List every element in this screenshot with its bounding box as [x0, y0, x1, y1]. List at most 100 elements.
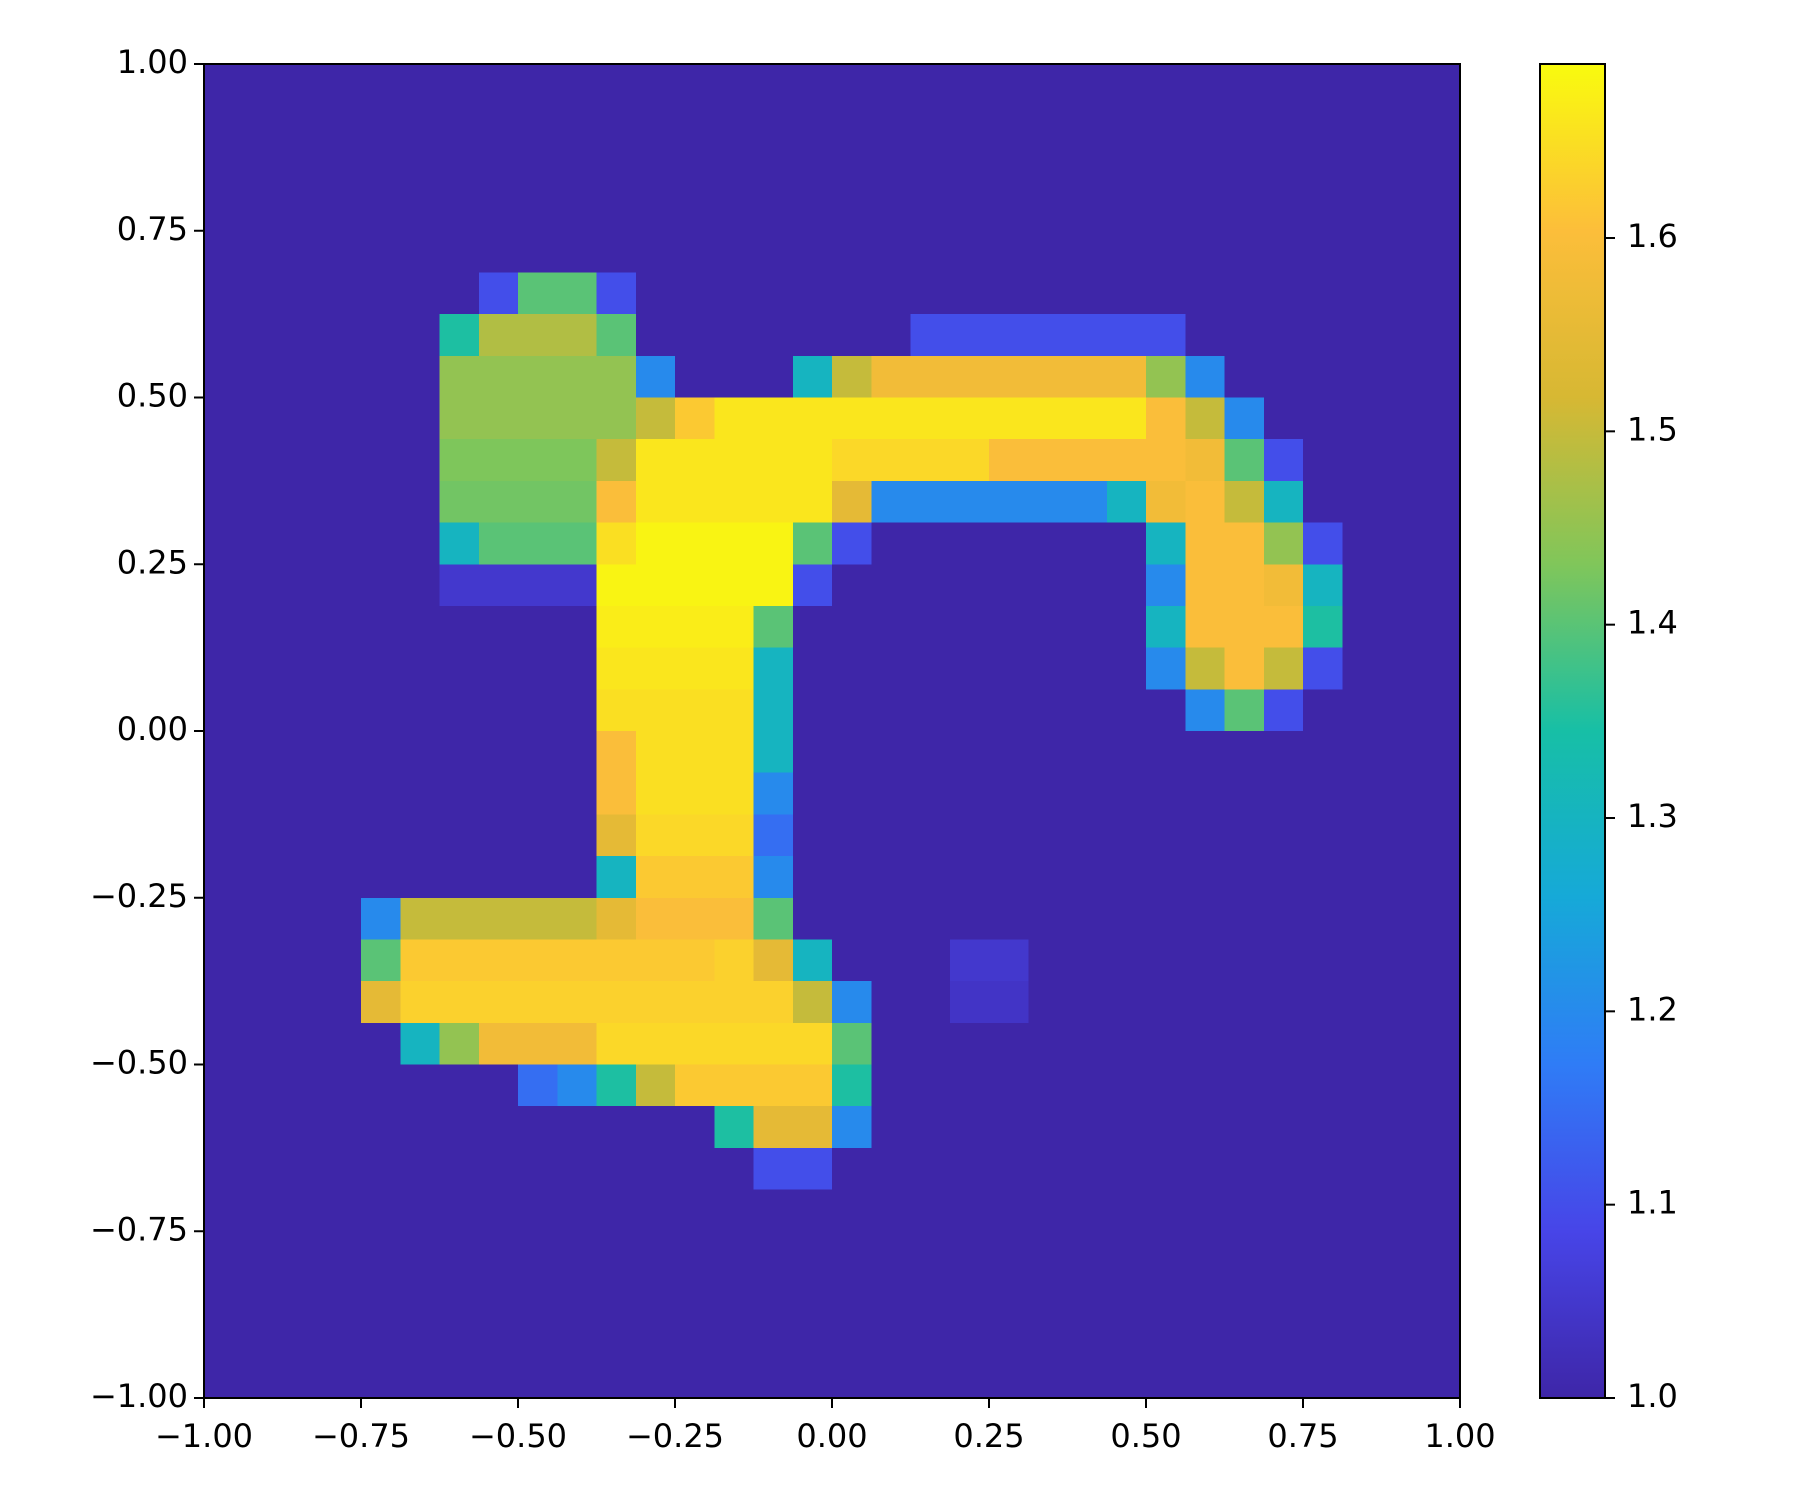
heatmap-cell — [1106, 1064, 1147, 1107]
heatmap-cell — [910, 355, 951, 399]
heatmap-cell — [753, 147, 794, 190]
heatmap-cell — [1263, 1314, 1304, 1357]
heatmap-cell — [596, 314, 637, 357]
heatmap-cell — [714, 564, 755, 607]
x-tick-label: 0.50 — [1110, 1417, 1181, 1455]
heatmap-cell — [361, 147, 401, 190]
heatmap-cell — [478, 1314, 519, 1357]
heatmap-cell — [1263, 64, 1304, 107]
heatmap-cell — [400, 1314, 441, 1357]
heatmap-cell — [989, 689, 1029, 732]
heatmap-cell — [1106, 480, 1147, 524]
heatmap-cell — [1342, 981, 1383, 1024]
heatmap-cell — [478, 1356, 519, 1399]
heatmap-cell — [204, 1147, 244, 1191]
heatmap-cell — [1342, 522, 1383, 565]
heatmap-cell — [1146, 856, 1186, 899]
heatmap-cell — [1381, 772, 1422, 815]
heatmap-cell — [321, 189, 362, 232]
heatmap-cell — [204, 189, 244, 232]
heatmap-cell — [871, 480, 912, 524]
heatmap-cell — [1342, 814, 1383, 857]
heatmap-cell — [871, 355, 912, 399]
heatmap-cell — [832, 772, 872, 815]
heatmap-cell — [439, 480, 480, 524]
heatmap-cell — [675, 189, 715, 232]
heatmap-cell — [910, 64, 951, 107]
heatmap-cell — [518, 105, 558, 148]
heatmap-cell — [361, 605, 401, 649]
heatmap-cell — [871, 1064, 912, 1107]
heatmap-cell — [871, 105, 912, 148]
heatmap-cell — [1224, 230, 1265, 274]
heatmap-cell — [518, 314, 558, 357]
heatmap-cell — [478, 731, 519, 774]
heatmap-cell — [832, 439, 872, 482]
heatmap-cell — [1146, 1231, 1186, 1274]
heatmap-cell — [1263, 856, 1304, 899]
heatmap-cell — [1106, 1022, 1147, 1066]
heatmap-cell — [1067, 355, 1108, 399]
heatmap-cell — [557, 1147, 598, 1191]
heatmap-cell — [832, 1064, 872, 1107]
heatmap-cell — [714, 939, 755, 982]
heatmap-cell — [1342, 314, 1383, 357]
heatmap-cell — [635, 147, 676, 190]
heatmap-cell — [557, 355, 598, 399]
heatmap-cell — [792, 856, 833, 899]
colorbar-tick-label: 1.6 — [1627, 217, 1678, 255]
heatmap-cell — [1342, 731, 1383, 774]
heatmap-cell — [439, 147, 480, 190]
heatmap-cell — [400, 1356, 441, 1399]
heatmap-cell — [1028, 272, 1069, 315]
heatmap-cell — [1224, 105, 1265, 148]
heatmap-cell — [557, 1064, 598, 1107]
heatmap-cell — [1067, 647, 1108, 690]
heatmap-cell — [1263, 564, 1304, 607]
heatmap-cell — [871, 856, 912, 899]
heatmap-cell — [675, 856, 715, 899]
heatmap-cell — [1146, 731, 1186, 774]
heatmap-cell — [361, 272, 401, 315]
heatmap-cell — [1028, 522, 1069, 565]
heatmap-cell — [675, 1231, 715, 1274]
heatmap-cell — [832, 397, 872, 440]
heatmap-cell — [871, 439, 912, 482]
heatmap-cell — [439, 856, 480, 899]
heatmap-cell — [439, 314, 480, 357]
heatmap-cell — [635, 981, 676, 1024]
heatmap-cell — [753, 897, 794, 941]
y-tick-label: 1.00 — [117, 43, 188, 81]
heatmap-cell — [714, 355, 755, 399]
heatmap-cell — [675, 564, 715, 607]
heatmap-cell — [949, 105, 990, 148]
heatmap-cell — [949, 480, 990, 524]
heatmap-cell — [1342, 189, 1383, 232]
heatmap-cell — [675, 397, 715, 440]
heatmap-cell — [400, 147, 441, 190]
heatmap-cell — [282, 480, 323, 524]
heatmap-cell — [1381, 939, 1422, 982]
heatmap-cell — [753, 1106, 794, 1149]
heatmap-cell — [1342, 105, 1383, 148]
heatmap-cell — [989, 397, 1029, 440]
colorbar-frame — [1539, 63, 1606, 1399]
heatmap-cell — [321, 856, 362, 899]
heatmap-cell — [1263, 439, 1304, 482]
heatmap-cell — [1067, 105, 1108, 148]
heatmap-cell — [321, 1272, 362, 1316]
heatmap-cell — [1420, 689, 1461, 732]
heatmap-cell — [204, 814, 244, 857]
heatmap-cell — [1185, 772, 1226, 815]
heatmap-cell — [204, 147, 244, 190]
heatmap-cell — [792, 64, 833, 107]
heatmap-cell — [557, 647, 598, 690]
heatmap-cell — [1263, 772, 1304, 815]
heatmap-cell — [439, 1022, 480, 1066]
heatmap-cell — [1342, 1314, 1383, 1357]
heatmap-cell — [557, 1189, 598, 1232]
heatmap-cell — [1028, 939, 1069, 982]
heatmap-cell — [635, 522, 676, 565]
heatmap-cell — [871, 1147, 912, 1191]
heatmap-cell — [361, 1022, 401, 1066]
